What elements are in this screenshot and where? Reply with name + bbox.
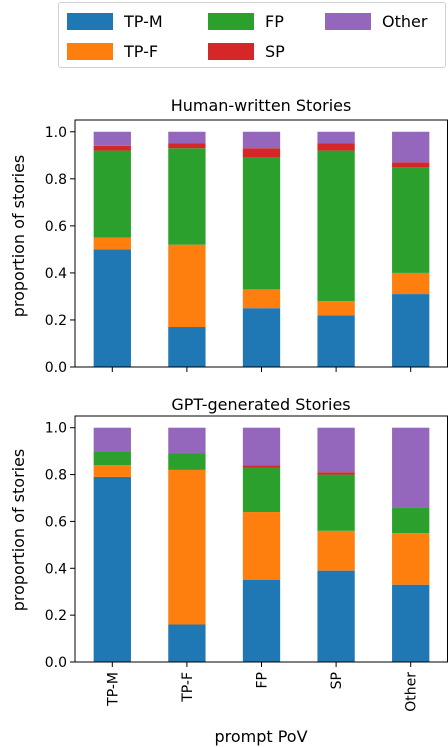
- y-tick-label-0-4: 0.4: [45, 561, 67, 577]
- bar-other-fp: [242, 427, 281, 466]
- bar-fp-fp: [242, 157, 281, 290]
- bar-fp-other: [392, 507, 430, 534]
- legend-label-tp-m: TP-M: [124, 11, 163, 31]
- bar-tp-m-tp-m: [93, 249, 131, 367]
- bar-other-tp-f: [168, 131, 206, 144]
- legend-label-sp: SP: [265, 41, 285, 61]
- legend-swatch-other: [325, 12, 371, 30]
- bar-tp-f-tp-m: [93, 237, 131, 250]
- bar-tp-m-fp: [242, 580, 281, 662]
- panel-title-gpt: GPT-generated Stories: [171, 395, 350, 414]
- y-tick-label-0-4: 0.4: [45, 266, 67, 282]
- bar-other-sp: [317, 427, 355, 473]
- panel-gpt-generated: GPT-generated Stories proportion of stor…: [9, 395, 448, 746]
- bar-fp-tp-f: [168, 453, 206, 470]
- legend: TP-M FP Other TP-F SP: [58, 2, 446, 68]
- bar-sp-sp: [317, 143, 355, 151]
- bar-tp-f-fp: [242, 512, 281, 580]
- bar-tp-m-other: [392, 584, 430, 662]
- bar-sp-sp: [317, 472, 355, 475]
- bar-fp-tp-m: [93, 150, 131, 238]
- bar-fp-tp-f: [168, 148, 206, 245]
- legend-swatch-tp-m: [67, 12, 113, 30]
- bar-sp-fp: [242, 465, 281, 468]
- bar-other-tp-f: [168, 427, 206, 454]
- bar-fp-sp: [317, 474, 355, 531]
- bar-tp-m-sp: [317, 315, 355, 367]
- bar-tp-f-tp-f: [168, 244, 206, 328]
- bar-other-tp-m: [93, 131, 131, 146]
- bar-tp-f-sp: [317, 530, 355, 571]
- bar-fp-tp-m: [93, 451, 131, 466]
- y-tick-label-0-6: 0.6: [45, 514, 67, 530]
- bar-fp-fp: [242, 467, 281, 513]
- bar-fp-sp: [317, 150, 355, 302]
- y-axis-label-gpt: proportion of stories: [9, 449, 28, 612]
- y-tick-label-0-8: 0.8: [45, 172, 67, 188]
- bar-tp-m-tp-m: [93, 476, 131, 662]
- y-tick-label-1-0: 1.0: [45, 421, 67, 437]
- bar-other-tp-m: [93, 427, 131, 452]
- x-tick-label-fp: FP: [255, 672, 271, 689]
- x-axis-label: prompt PoV: [214, 727, 307, 746]
- bar-sp-fp: [242, 148, 281, 158]
- bar-other-other: [392, 131, 430, 163]
- legend-label-tp-f: TP-F: [124, 41, 159, 61]
- panel-human-written: Human-written Stories proportion of stor…: [9, 96, 448, 376]
- bar-fp-other: [392, 167, 430, 273]
- legend-item-tp-m: TP-M: [67, 11, 163, 31]
- bar-tp-f-other: [392, 533, 430, 585]
- legend-item-sp: SP: [208, 41, 285, 61]
- y-tick-label-0-2: 0.2: [45, 313, 67, 329]
- bar-tp-m-tp-f: [168, 624, 206, 662]
- legend-swatch-tp-f: [67, 42, 113, 60]
- y-tick-label-1-0: 1.0: [45, 125, 67, 141]
- x-tick-label-tp-f: TP-F: [180, 672, 196, 703]
- bar-tp-f-tp-m: [93, 465, 131, 477]
- legend-swatch-sp: [208, 42, 254, 60]
- panel-title-human: Human-written Stories: [171, 96, 352, 115]
- bar-other-other: [392, 427, 430, 508]
- y-tick-label-0-8: 0.8: [45, 468, 67, 484]
- x-tick-label-tp-m: TP-M: [105, 672, 121, 707]
- bar-tp-m-fp: [242, 308, 281, 367]
- bar-tp-m-tp-f: [168, 327, 206, 367]
- bar-tp-f-other: [392, 272, 430, 295]
- legend-item-other: Other: [325, 11, 427, 31]
- legend-item-tp-f: TP-F: [67, 41, 158, 61]
- bar-other-sp: [317, 131, 355, 144]
- y-tick-label-0-0: 0.0: [45, 360, 67, 376]
- bar-tp-m-other: [392, 294, 430, 367]
- bar-sp-tp-f: [168, 143, 206, 149]
- legend-swatch-fp: [208, 12, 254, 30]
- y-tick-label-0-0: 0.0: [45, 655, 67, 671]
- x-tick-label-sp: SP: [329, 672, 345, 689]
- bar-tp-f-fp: [242, 289, 281, 309]
- y-tick-label-0-2: 0.2: [45, 608, 67, 624]
- bar-tp-f-tp-f: [168, 469, 206, 625]
- legend-label-other: Other: [382, 11, 428, 31]
- bar-other-fp: [242, 131, 281, 149]
- y-tick-label-0-6: 0.6: [45, 219, 67, 235]
- legend-item-fp: FP: [208, 11, 284, 31]
- x-tick-label-other: Other: [404, 672, 420, 712]
- bar-tp-f-sp: [317, 301, 355, 316]
- bar-sp-other: [392, 162, 430, 168]
- bar-tp-m-sp: [317, 570, 355, 662]
- bar-sp-tp-m: [93, 145, 131, 151]
- y-axis-label-human: proportion of stories: [9, 155, 28, 318]
- legend-label-fp: FP: [265, 11, 284, 31]
